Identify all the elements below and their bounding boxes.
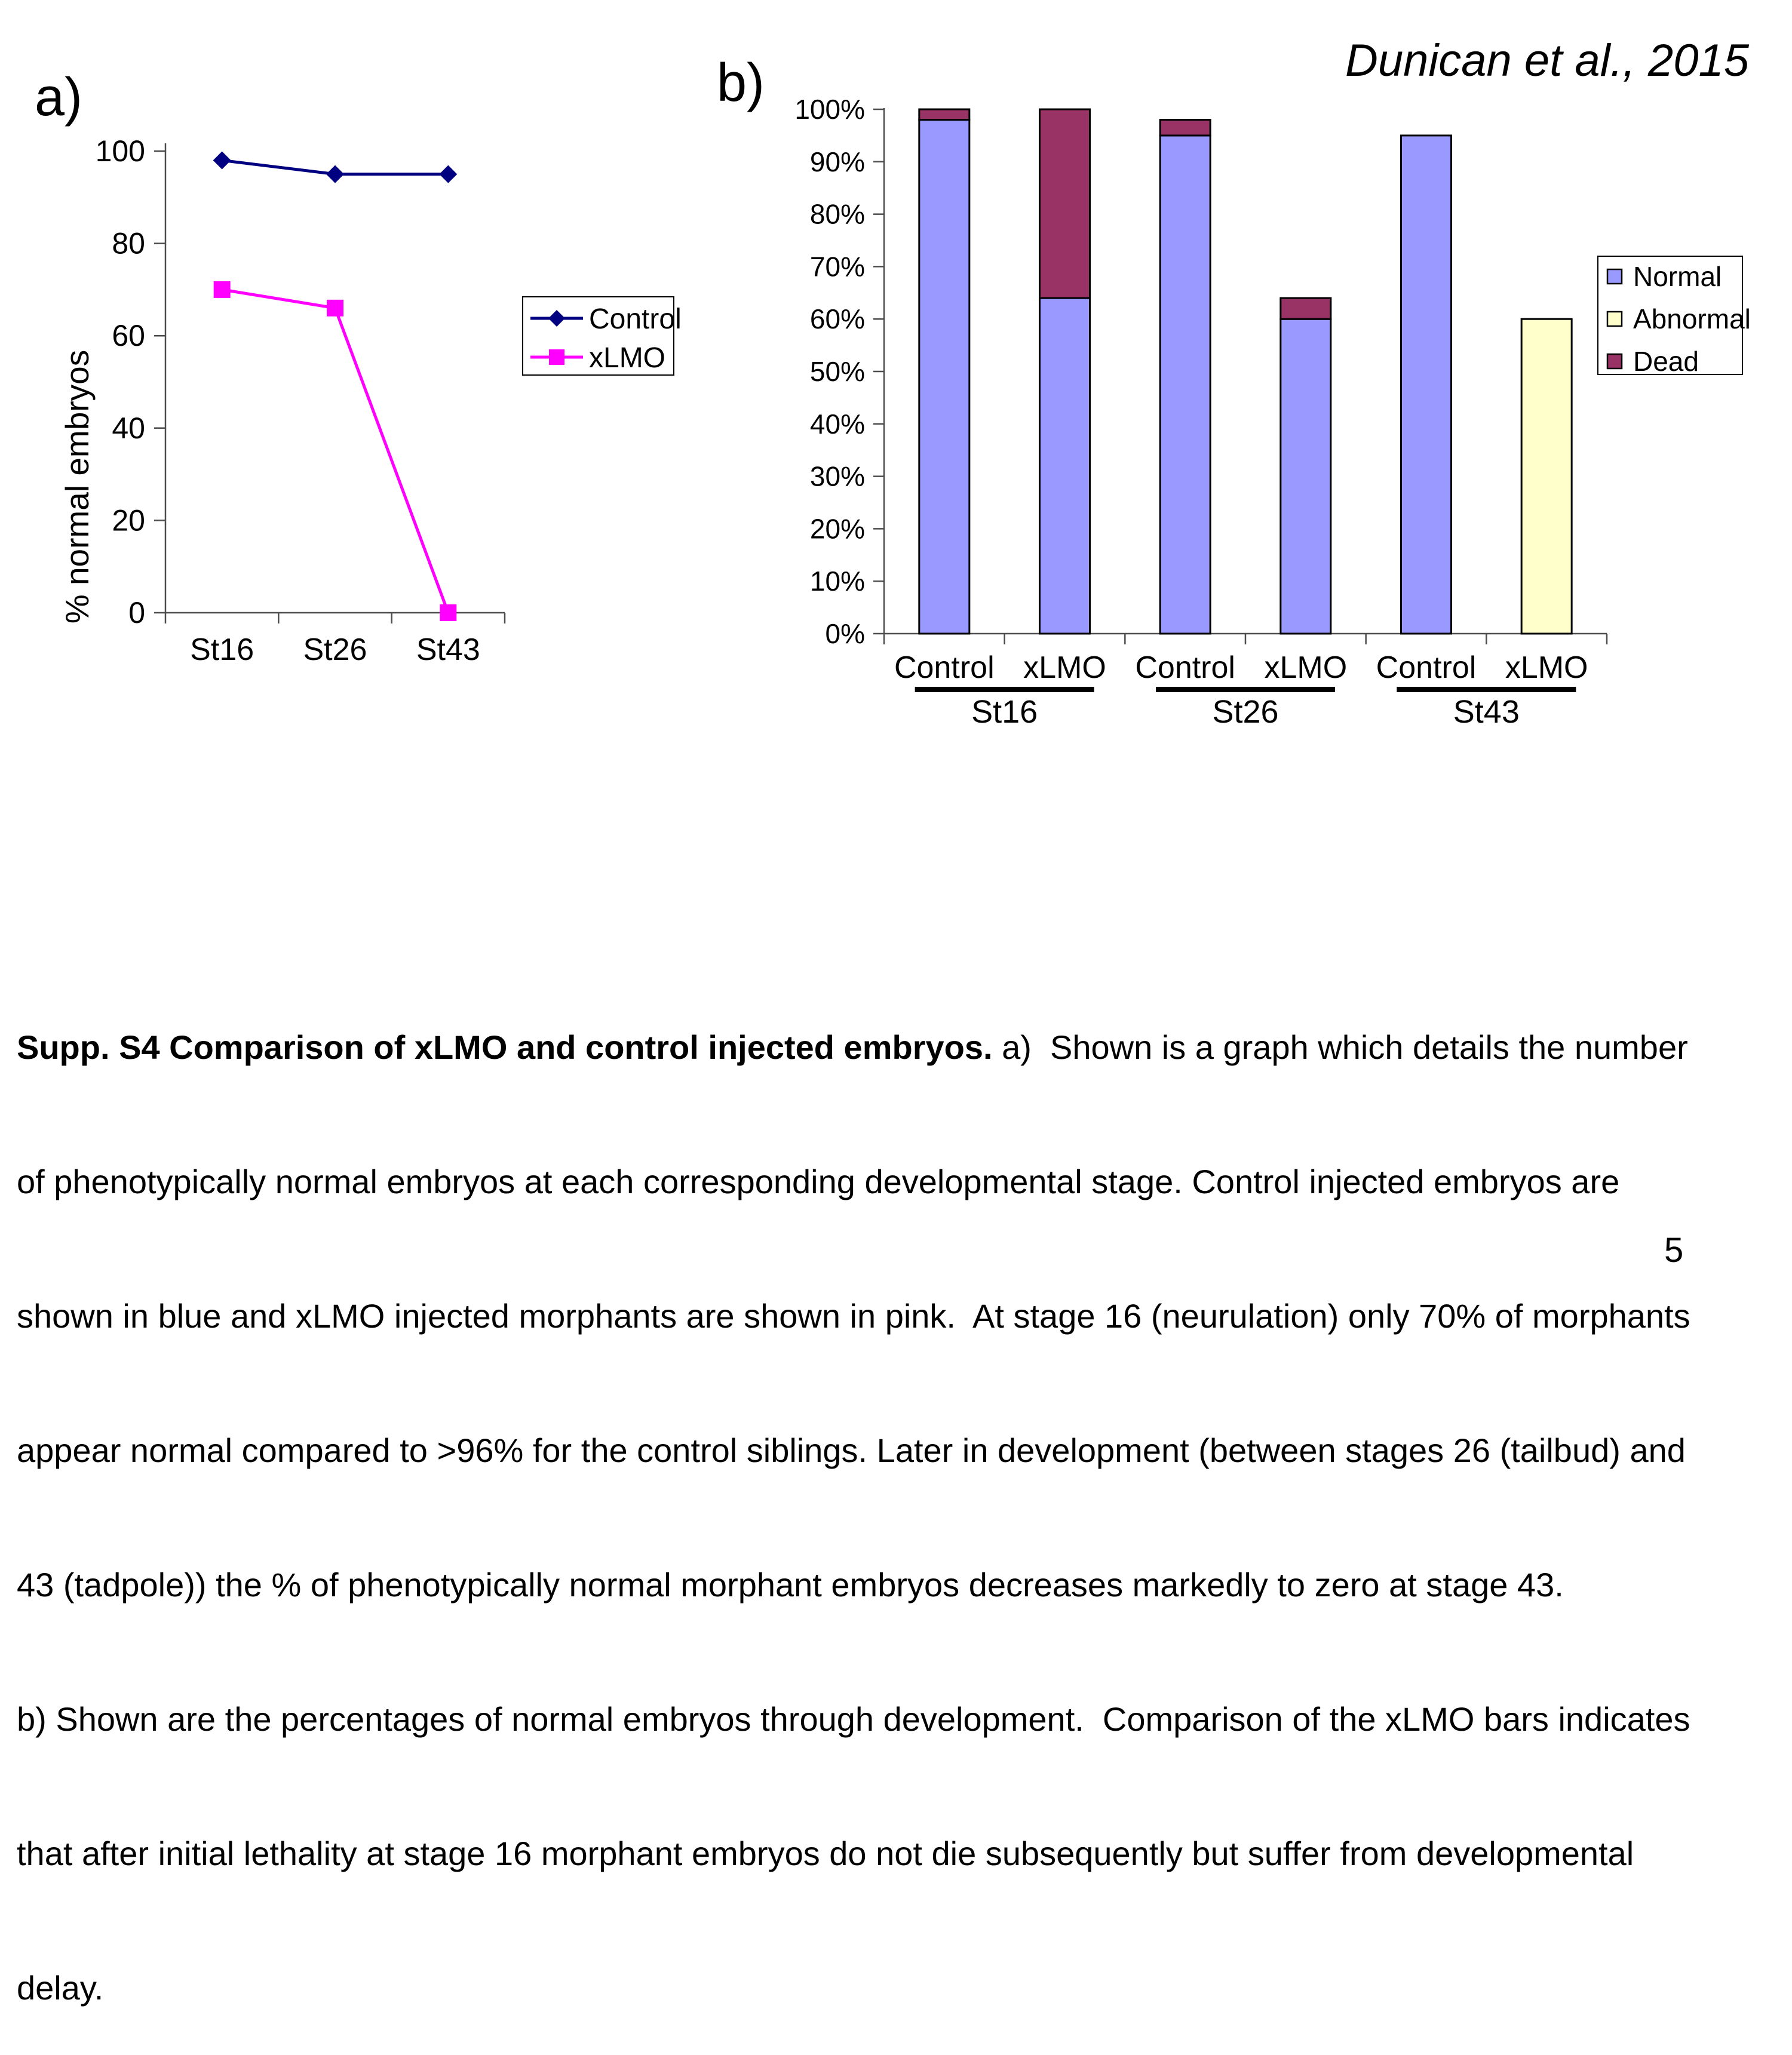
panel-b-label: b) — [717, 53, 765, 113]
svg-text:0: 0 — [128, 596, 145, 629]
bar-segment-abnormal — [1520, 318, 1573, 635]
caption-line: appear normal compared to >96% for the c… — [17, 1432, 1686, 1469]
chart-a-axes: 0 20 40 60 80 100 St16 St26 St43 — [96, 134, 506, 667]
bar-segment-dead — [918, 108, 971, 121]
bar-label: Control — [1376, 650, 1477, 685]
svg-text:90%: 90% — [810, 146, 865, 177]
svg-text:50%: 50% — [810, 356, 865, 387]
panel-a-label: a) — [35, 67, 83, 127]
bar-segment-normal — [1039, 297, 1091, 635]
chart-b-axes: 0% 10% 20% 30% 40% 50% 60% 70% 80% 90% 100% — [794, 94, 1608, 649]
svg-text:80: 80 — [112, 227, 145, 260]
legend-label: Normal — [1633, 261, 1722, 292]
chart-a-legend: Control xLMO — [522, 296, 682, 376]
stage-underline — [1397, 687, 1576, 692]
svg-text:100%: 100% — [794, 94, 865, 125]
figure-caption: Supp. S4 Comparison of xLMO and control … — [17, 935, 1773, 2055]
svg-text:10%: 10% — [810, 566, 865, 597]
legend-swatch-normal — [1606, 268, 1623, 285]
stage-underline — [915, 687, 1094, 692]
x-tick-label: St16 — [190, 632, 254, 667]
svg-text:20%: 20% — [810, 513, 865, 544]
stage-underline — [1156, 687, 1335, 692]
svg-text:30%: 30% — [810, 461, 865, 492]
svg-text:80%: 80% — [810, 199, 865, 230]
caption-line: that after initial lethality at stage 16… — [17, 1835, 1634, 1872]
page-number: 5 — [1664, 1231, 1684, 1270]
bar-segment-normal — [1279, 318, 1332, 635]
chart-a: 0 20 40 60 80 100 St16 St26 St43 % normal embryos… — [59, 134, 682, 667]
bar-segment-normal — [918, 119, 971, 635]
legend-swatch-dead — [1606, 353, 1623, 370]
caption-line: b) Shown are the percentages of normal e… — [17, 1700, 1690, 1738]
legend-label: Control — [589, 303, 682, 335]
square-marker — [549, 349, 564, 365]
square-marker — [327, 299, 343, 317]
diamond-marker — [213, 151, 231, 170]
legend-label: xLMO — [589, 342, 665, 374]
bar-segment-dead — [1159, 119, 1211, 137]
y-axis-title: % normal embryos — [59, 350, 96, 623]
bar-label: xLMO — [1023, 650, 1106, 685]
stage-label: St16 — [971, 694, 1038, 730]
figure-attribution: Dunican et al., 2015 — [1345, 35, 1749, 86]
x-tick-label: St43 — [416, 632, 480, 667]
caption-lead-bold: Supp. S4 Comparison of xLMO and control … — [17, 1028, 993, 1066]
bar-label: xLMO — [1505, 650, 1588, 685]
svg-text:60: 60 — [112, 319, 145, 352]
x-tick-label: St26 — [303, 632, 367, 667]
legend-swatch-abnormal — [1606, 311, 1623, 327]
caption-line: 43 (tadpole)) the % of phenotypically no… — [17, 1566, 1564, 1604]
svg-text:20: 20 — [112, 503, 145, 537]
svg-text:100: 100 — [96, 134, 145, 168]
square-marker — [213, 281, 231, 298]
caption-line: of phenotypically normal embryos at each… — [17, 1163, 1620, 1200]
square-marker — [440, 604, 457, 621]
chart-b-legend: Normal Abnormal Dead — [1597, 256, 1751, 377]
figure-charts: 0 20 40 60 80 100 St16 St26 St43 % normal embryos… — [59, 94, 1751, 730]
diamond-marker — [326, 165, 344, 183]
diamond-marker — [439, 165, 458, 183]
bar-segment-normal — [1400, 134, 1452, 635]
bar-segment-dead — [1279, 297, 1332, 320]
diamond-marker — [548, 310, 565, 327]
bar-label: Control — [894, 650, 995, 685]
series-xlmo — [213, 281, 457, 621]
legend-label: Dead — [1633, 346, 1699, 377]
bar-label: Control — [1135, 650, 1235, 685]
chart-b: 0% 10% 20% 30% 40% 50% 60% 70% 80% 90% 100% Control… — [794, 94, 1751, 730]
stage-label: St43 — [1453, 694, 1520, 730]
caption-line: shown in blue and xLMO injected morphant… — [17, 1297, 1690, 1335]
caption-line: Supp. S4 Comparison of xLMO and control … — [17, 1025, 1773, 1070]
svg-text:0%: 0% — [826, 618, 865, 649]
svg-text:70%: 70% — [810, 251, 865, 282]
svg-text:60%: 60% — [810, 303, 865, 334]
caption-line: delay. — [17, 1969, 104, 2007]
caption-line-rest: a) Shown is a graph which details the nu… — [992, 1028, 1688, 1066]
stage-label: St26 — [1212, 694, 1278, 730]
bar-label: xLMO — [1264, 650, 1347, 685]
svg-text:40: 40 — [112, 411, 145, 445]
legend-label: Abnormal — [1633, 303, 1751, 334]
bar-segment-normal — [1159, 134, 1211, 635]
series-control — [213, 151, 458, 183]
chart-b-bars — [918, 108, 1573, 635]
bar-segment-dead — [1039, 108, 1091, 299]
svg-text:40%: 40% — [810, 408, 865, 440]
